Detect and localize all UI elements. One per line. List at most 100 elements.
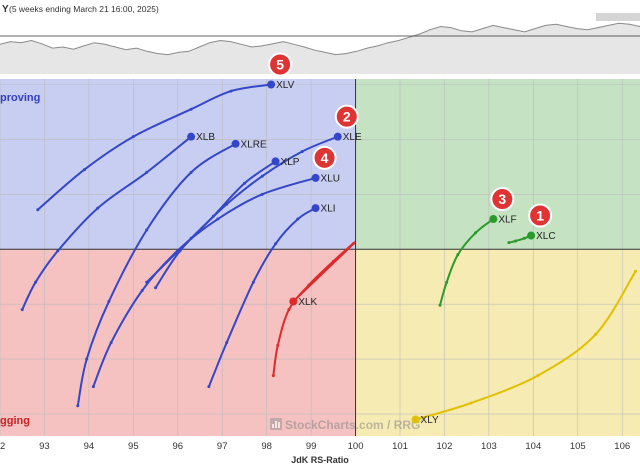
- head-point[interactable]: [489, 215, 498, 224]
- tail-point: [189, 170, 193, 174]
- x-tick-label: 99: [306, 441, 317, 452]
- rank-badge: 3: [490, 187, 515, 212]
- stockcharts-logo-icon: [270, 418, 282, 430]
- head-point[interactable]: [311, 173, 320, 182]
- tail-line: [207, 207, 317, 388]
- head-point[interactable]: [271, 157, 280, 166]
- tail-point: [107, 299, 111, 303]
- x-tick-label: 96: [172, 441, 183, 452]
- watermark: StockCharts.com / RRG ®: [270, 416, 424, 432]
- tail-point: [242, 181, 246, 185]
- tail-point: [456, 253, 460, 257]
- tail-point: [189, 107, 193, 111]
- tail-point: [56, 249, 60, 253]
- quadrant-label-lagging: gging: [0, 415, 30, 427]
- tail-point: [445, 280, 449, 284]
- tail-point: [507, 241, 511, 245]
- x-tick-label: 2: [0, 441, 5, 452]
- tail-point: [522, 236, 526, 240]
- tail-point: [145, 170, 149, 174]
- rank-badge-circle: [334, 104, 359, 129]
- series-label: XLK: [298, 297, 317, 308]
- head-point[interactable]: [289, 297, 298, 306]
- tail-point: [331, 259, 335, 263]
- head-point[interactable]: [333, 132, 342, 141]
- quadrant-leading: [355, 79, 640, 250]
- tail-xlf[interactable]: XLF 3: [438, 187, 517, 307]
- header-ticker: Y: [2, 4, 9, 15]
- tail-point: [211, 214, 215, 218]
- rank-badge-number: 3: [498, 191, 506, 207]
- tail-point: [76, 404, 80, 408]
- center-lines: [0, 79, 640, 436]
- tail-line: [36, 83, 273, 211]
- tail-point: [251, 280, 255, 284]
- tail-point: [438, 303, 442, 307]
- tail-point: [36, 208, 40, 212]
- tail-xlc[interactable]: XLC 1: [507, 203, 556, 245]
- mini-chart-line: [0, 22, 640, 56]
- tail-xly[interactable]: XLY: [411, 269, 638, 426]
- tail-point: [469, 401, 473, 405]
- mini-chart-area: [0, 23, 640, 74]
- head-point[interactable]: [267, 80, 276, 89]
- tail-xlk[interactable]: XLK: [271, 241, 356, 378]
- tail-point: [536, 374, 540, 378]
- tail-xlb[interactable]: XLB: [20, 132, 216, 312]
- tail-point: [260, 174, 264, 178]
- x-tick-label: 103: [481, 441, 497, 452]
- series-label: XLE: [343, 132, 362, 143]
- rank-badge: 2: [334, 104, 359, 129]
- tail-point: [154, 286, 158, 290]
- tail-line: [21, 135, 193, 311]
- rank-badge-number: 2: [343, 109, 351, 125]
- tail-point: [140, 288, 144, 292]
- head-point[interactable]: [311, 204, 320, 213]
- rrg-tails: XLV 5 XLB XLE 2 XLRE XLP XLU 4 XLI XLK XLF 3 XLC 1 XLY: [20, 52, 638, 426]
- tail-xlv[interactable]: XLV 5: [36, 52, 295, 212]
- x-tick-label: 94: [84, 441, 95, 452]
- series-label: XLRE: [241, 139, 267, 150]
- tail-point: [296, 217, 300, 221]
- series-label: XLY: [421, 415, 439, 426]
- head-point[interactable]: [527, 231, 536, 240]
- head-point[interactable]: [187, 132, 196, 141]
- series-label: XLI: [321, 204, 336, 215]
- tail-point: [34, 280, 38, 284]
- x-tick-label: 98: [261, 441, 272, 452]
- header-scroll-handle[interactable]: [596, 13, 640, 21]
- tail-point: [474, 231, 478, 235]
- tail-point: [207, 385, 211, 389]
- tail-point: [145, 228, 149, 232]
- series-label: XLB: [196, 132, 215, 143]
- head-point[interactable]: [411, 415, 420, 424]
- x-tick-label: 101: [392, 441, 408, 452]
- rank-badge-circle: [312, 145, 337, 170]
- tail-xlre[interactable]: XLRE: [76, 139, 267, 408]
- series-label: XLV: [276, 80, 294, 91]
- tail-point: [176, 248, 180, 252]
- tail-point: [225, 341, 229, 345]
- series-label: XLP: [281, 157, 300, 168]
- tail-point: [276, 343, 280, 347]
- watermark-registered: ®: [418, 416, 424, 424]
- tail-point: [634, 269, 638, 273]
- tail-point: [96, 206, 100, 210]
- x-tick-label: 102: [437, 441, 453, 452]
- quadrants: [0, 79, 640, 436]
- mini-overview-chart[interactable]: [0, 22, 640, 74]
- head-point[interactable]: [231, 139, 240, 148]
- x-axis-ticks: 2 93 94 95 96 97 98 99 100 101 102 103 104 105 106: [0, 441, 630, 452]
- quadrant-label-improving: proving: [0, 92, 40, 104]
- tail-point: [260, 192, 264, 196]
- tail-point: [91, 385, 95, 389]
- rank-badge: 4: [312, 145, 337, 170]
- tail-xlp[interactable]: XLP: [154, 157, 300, 290]
- header: Y (5 weeks ending March 21 16:00, 2025): [2, 4, 640, 21]
- tail-xli[interactable]: XLI: [207, 204, 336, 389]
- x-tick-label: 97: [217, 441, 228, 452]
- rank-badge-circle: [268, 52, 293, 77]
- tail-xlu[interactable]: XLU 4: [91, 145, 340, 389]
- x-tick-label: 100: [348, 441, 364, 452]
- quadrant-weakening: [355, 249, 640, 436]
